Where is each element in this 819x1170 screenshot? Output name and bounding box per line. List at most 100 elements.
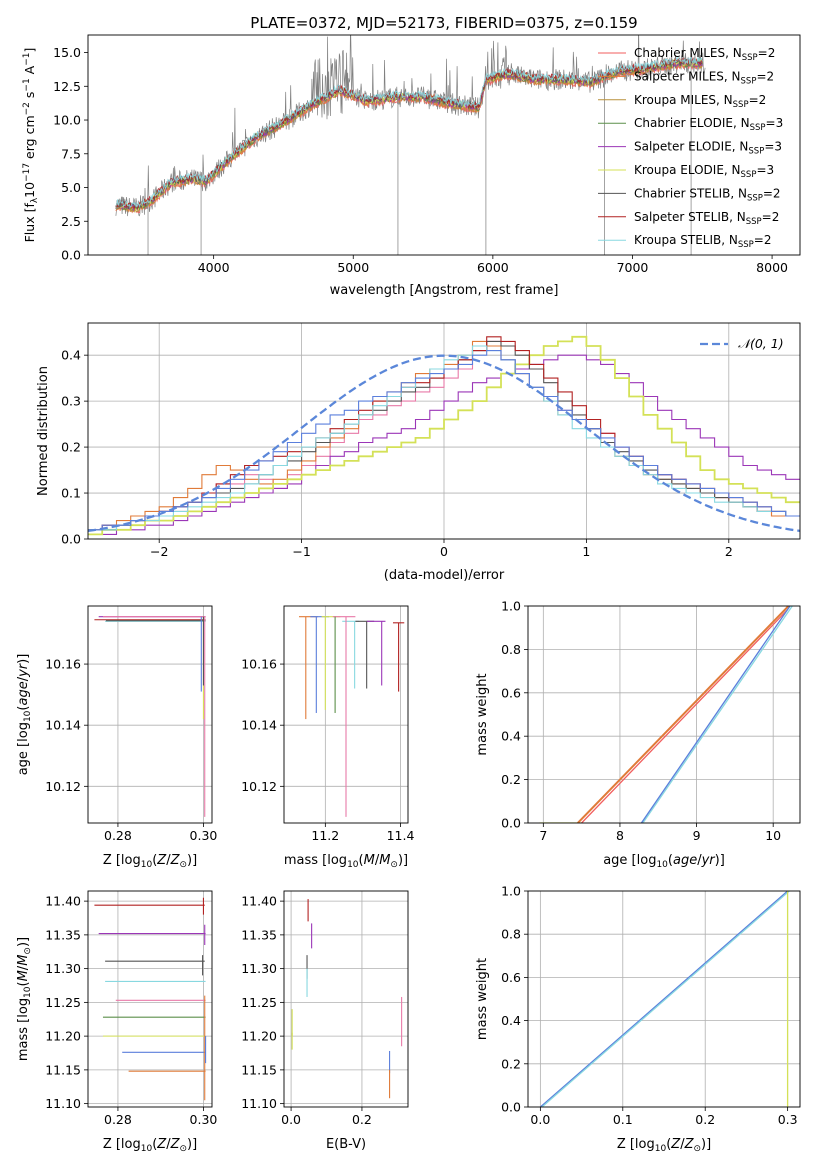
mass-weight-line <box>581 609 788 823</box>
legend-label: Chabrier ELODIE, NSSP=3 <box>634 116 783 133</box>
x-axis-label: Z [log10(Z/Z⊙)] <box>617 1137 711 1154</box>
legend-label: Chabrier STELIB, NSSP=2 <box>634 186 781 203</box>
residual-histogram <box>88 350 800 531</box>
y-tick-label: 0.6 <box>501 685 521 700</box>
y-tick-label: 0.6 <box>501 970 521 985</box>
y-tick-label: 11.25 <box>241 995 277 1010</box>
y-tick-label: 11.10 <box>45 1096 81 1111</box>
y-tick-label: 11.20 <box>45 1029 81 1044</box>
residual-histogram <box>88 335 800 536</box>
x-tick-label: −1 <box>292 544 310 559</box>
y-tick-label: 0.4 <box>501 1013 521 1028</box>
y-tick-label: 11.30 <box>241 961 277 976</box>
x-axis-label: E(B-V) <box>326 1137 366 1152</box>
y-tick-label: 10.12 <box>45 779 81 794</box>
y-axis-label: age [log10(age/yr)] <box>16 654 33 776</box>
y-tick-label: 11.15 <box>241 1062 277 1077</box>
x-tick-label: 7 <box>539 828 547 843</box>
x-tick-label: 0.2 <box>352 1112 372 1127</box>
figure-title: PLATE=0372, MJD=52173, FIBERID=0375, z=0… <box>250 14 637 32</box>
age-vs-Z-panel: 0.28 0.30 10.12 10.14 10.16 age [log10(age/yr… <box>16 605 217 870</box>
model-spectrum-line <box>115 56 703 209</box>
y-tick-label: 1.0 <box>501 884 521 899</box>
y-tick-label: 0.0 <box>501 1100 521 1115</box>
x-axis-label: wavelength [Angstrom, rest frame] <box>330 283 559 298</box>
mass-weight-line <box>539 891 789 1107</box>
mass-weight-vs-age-panel: 7 8 9 10 0.0 0.2 0.4 0.6 0.8 1.0 mass weight age [l… <box>475 599 801 870</box>
x-tick-label: 4000 <box>198 260 230 275</box>
model-spectrum-line <box>115 61 703 214</box>
y-tick-label: 15.0 <box>53 45 81 60</box>
y-tick-label: 1.0 <box>501 599 521 614</box>
y-tick-label: 10.14 <box>241 718 277 733</box>
y-tick-label: 0.2 <box>501 1056 521 1071</box>
y-tick-label: 0.2 <box>61 440 81 455</box>
model-spectrum-line <box>115 58 703 212</box>
y-tick-label: 5.0 <box>61 180 81 195</box>
y-tick-label: 0.2 <box>501 772 521 787</box>
x-tick-label: 5000 <box>337 260 369 275</box>
x-axis-label: (data-model)/error <box>384 568 505 583</box>
model-spectrum-line <box>115 59 703 211</box>
observed-spectrum <box>115 35 706 217</box>
y-tick-label: 11.35 <box>241 927 277 942</box>
y-tick-label: 11.15 <box>45 1062 81 1077</box>
x-tick-label: 0.30 <box>190 1112 218 1127</box>
legend-label: 𝒩(0, 1) <box>738 336 784 351</box>
y-tick-label: 0.4 <box>61 348 81 363</box>
x-tick-label: 0 <box>440 544 448 559</box>
normal-distribution-curve <box>88 354 800 533</box>
mass-weight-line <box>640 606 791 823</box>
y-tick-label: 11.30 <box>45 961 81 976</box>
plot-area <box>299 616 405 817</box>
y-tick-label: 2.5 <box>61 214 81 229</box>
y-tick-label: 0.3 <box>61 394 81 409</box>
residual-histogram <box>88 345 800 531</box>
x-tick-label: 0.1 <box>613 1112 633 1127</box>
plot-area <box>539 606 793 823</box>
y-tick-label: 0.0 <box>501 816 521 831</box>
y-tick-label: 11.40 <box>241 894 277 909</box>
y-axis-label: Flux [fλ10−17 erg cm−2 s−1 A−1] <box>22 48 40 243</box>
mass-weight-line <box>577 606 790 823</box>
legend-label: Kroupa MILES, NSSP=2 <box>634 93 766 110</box>
axes-frame <box>527 605 801 824</box>
legend-label: Kroupa ELODIE, NSSP=3 <box>634 163 774 180</box>
plot-area <box>94 616 206 817</box>
axes-frame <box>283 605 409 824</box>
x-tick-label: 7000 <box>617 260 649 275</box>
y-tick-label: 10.14 <box>45 718 81 733</box>
plot-area <box>539 891 790 1107</box>
y-tick-label: 0.4 <box>501 729 521 744</box>
legend-label: Kroupa STELIB, NSSP=2 <box>634 233 772 250</box>
model-spectrum-line <box>115 61 703 213</box>
age-vs-mass-panel: 11.2 11.4 10.12 10.14 10.16 mass [log10(M/M⊙)… <box>241 605 414 870</box>
y-tick-label: 0.0 <box>61 532 81 547</box>
axes-frame <box>87 322 801 540</box>
x-axis-label: age [log10(age/yr)] <box>603 853 725 870</box>
y-tick-label: 11.35 <box>45 927 81 942</box>
axes-frame <box>87 34 801 256</box>
legend-label: Salpeter ELODIE, NSSP=3 <box>634 140 782 157</box>
y-tick-label: 0.8 <box>501 927 521 942</box>
legend-label: Salpeter STELIB, NSSP=2 <box>634 210 779 227</box>
y-tick-label: 11.40 <box>45 894 81 909</box>
y-tick-label: 0.1 <box>61 486 81 501</box>
x-tick-label: 8 <box>616 828 624 843</box>
y-tick-label: 0.8 <box>501 642 521 657</box>
legend-label: Chabrier MILES, NSSP=2 <box>634 46 775 63</box>
axes-frame <box>527 890 801 1108</box>
x-axis-label: Z [log10(Z/Z⊙)] <box>103 1137 197 1154</box>
residuals-panel: −2 −1 0 1 2 0.0 0.1 0.2 0.3 0.4 (data-model)/error… <box>36 322 801 583</box>
x-tick-label: 9 <box>693 828 701 843</box>
y-tick-label: 11.25 <box>45 995 81 1010</box>
spectrum-panel: 4000 5000 6000 7000 8000 0.0 2.5 5.0 7.5 10.0 12.5… <box>22 34 801 298</box>
x-tick-label: 0.2 <box>695 1112 715 1127</box>
x-tick-label: 0.28 <box>104 1112 132 1127</box>
x-tick-label: 0.0 <box>530 1112 550 1127</box>
x-tick-label: 0.3 <box>778 1112 798 1127</box>
mass-weight-line <box>642 606 793 823</box>
x-tick-label: 8000 <box>756 260 788 275</box>
